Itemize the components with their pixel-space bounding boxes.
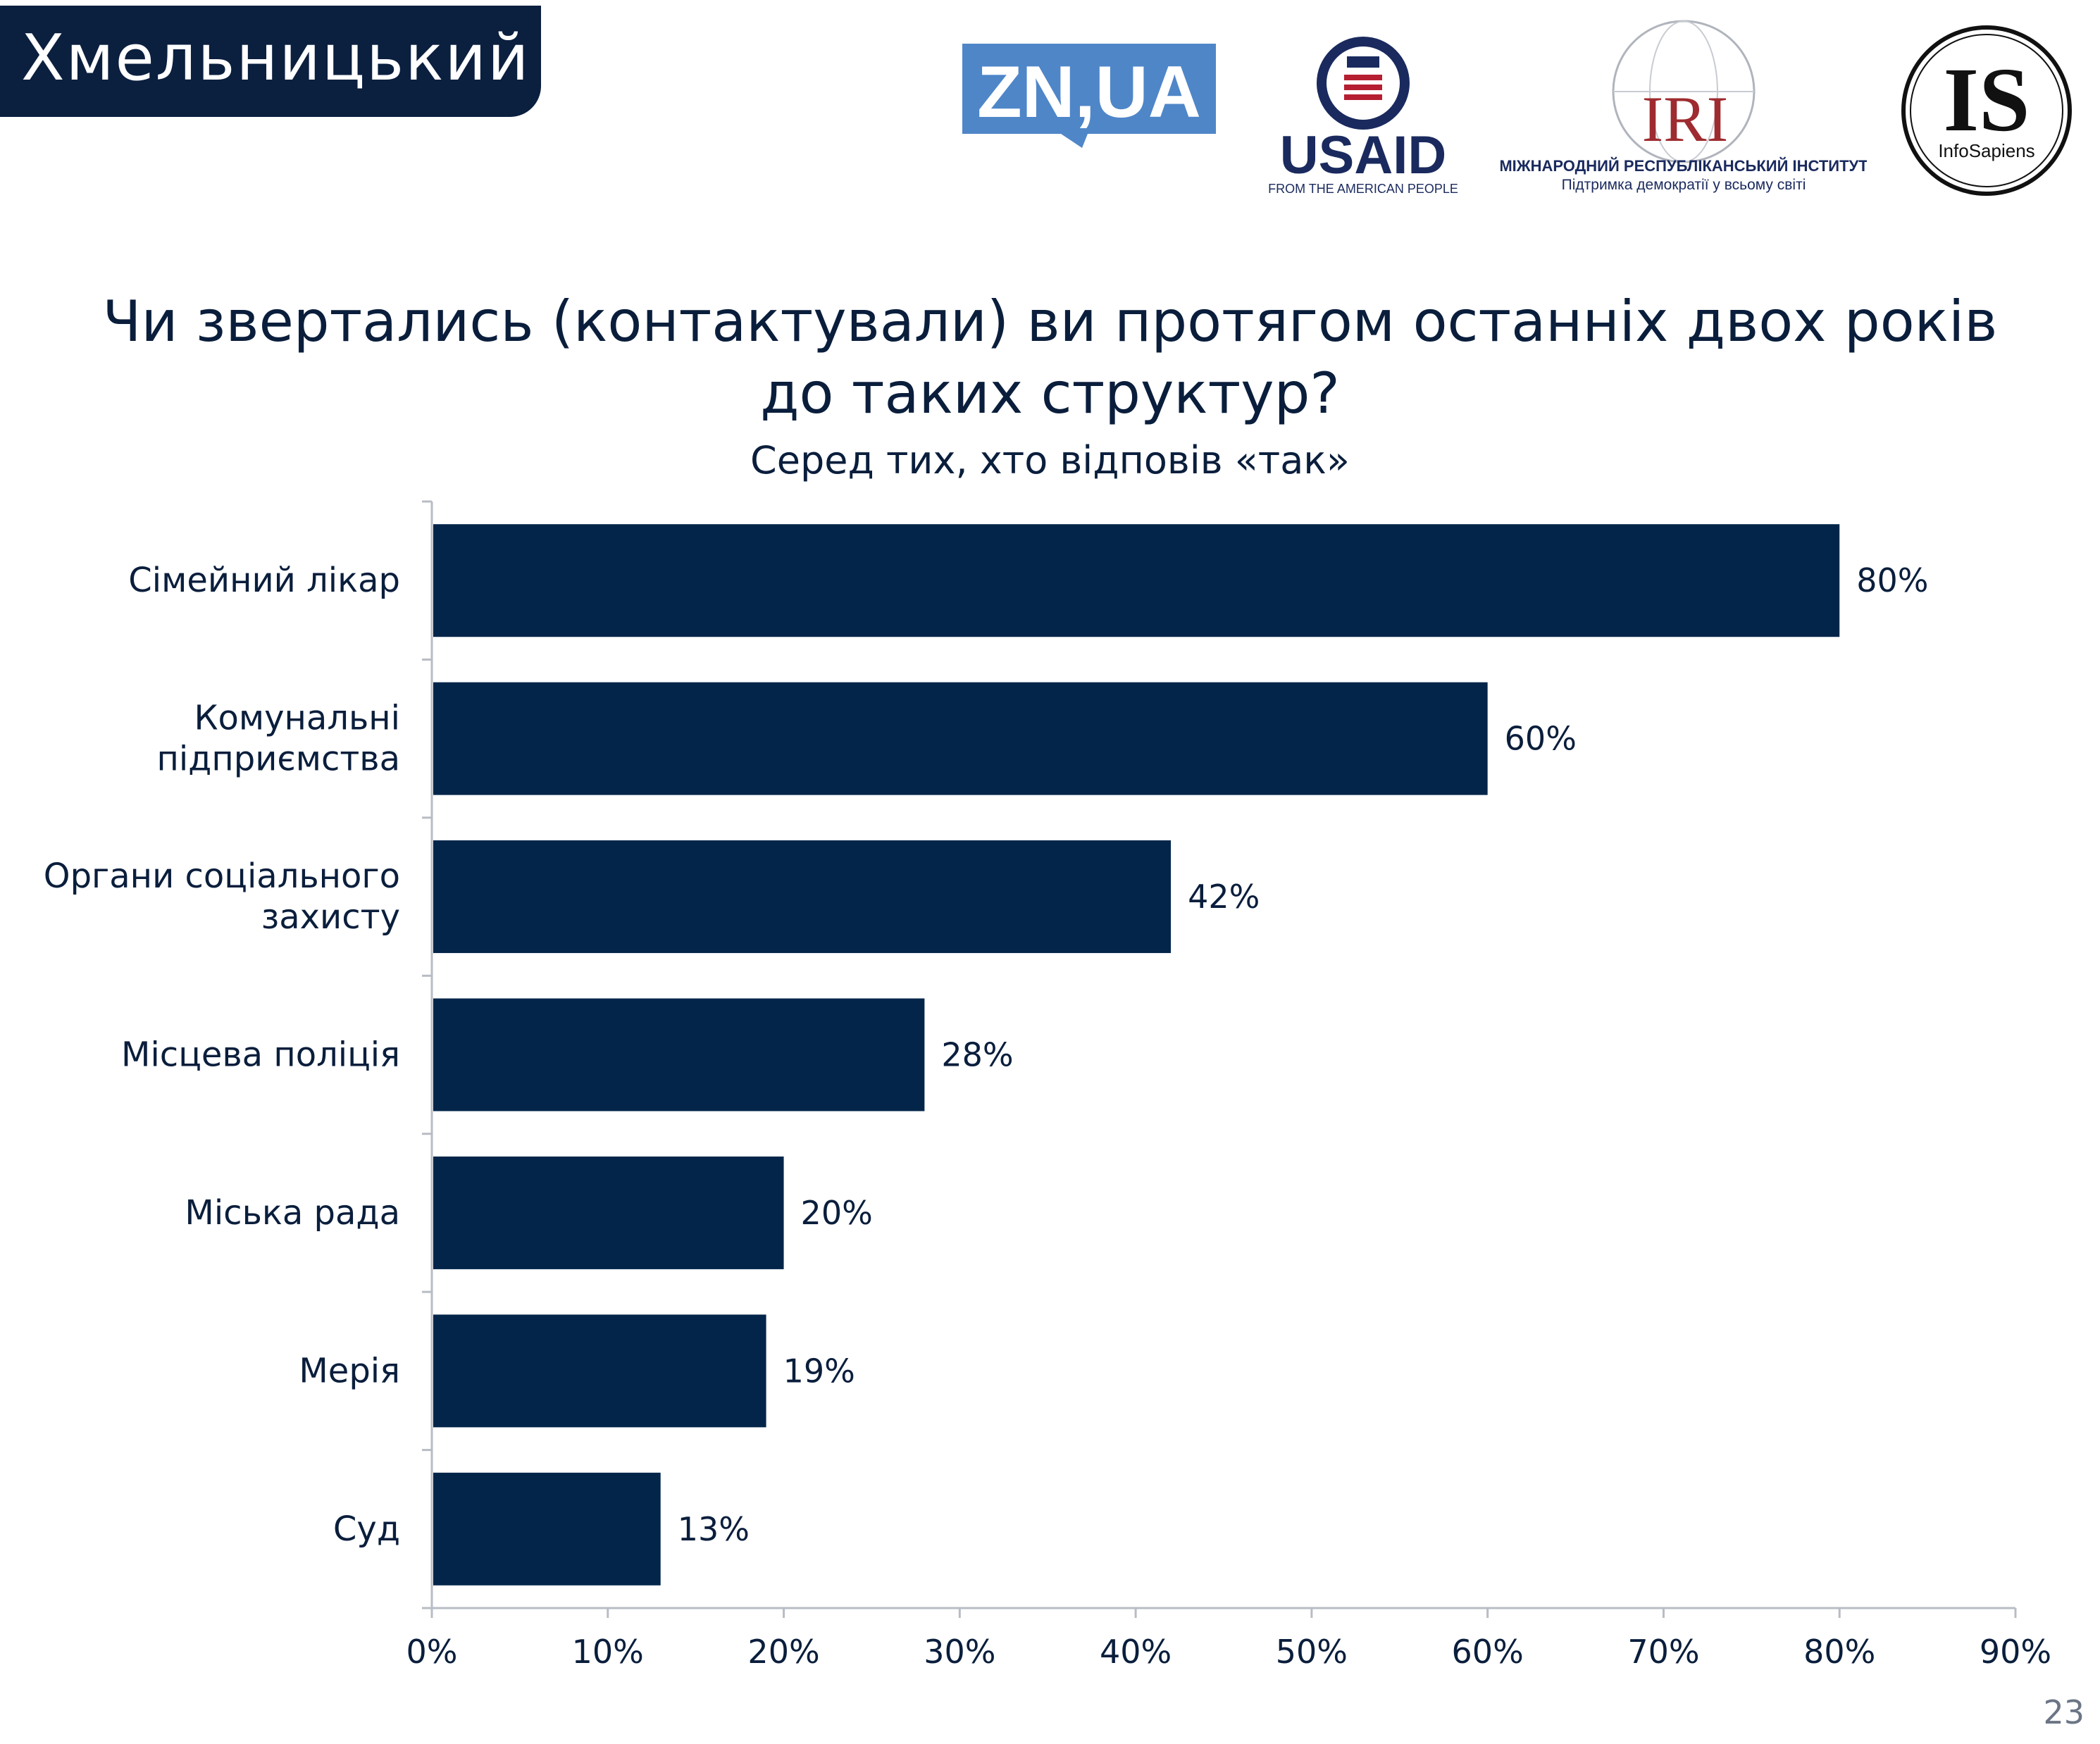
category-label: Місцева поліція (121, 1035, 400, 1075)
x-tick-label: 80% (1803, 1633, 1875, 1671)
category-label: захисту (261, 897, 400, 937)
x-tick-label: 90% (1980, 1633, 2051, 1671)
usaid-logo: USAID FROM THE AMERICAN PEOPLE (1268, 37, 1458, 196)
bar (433, 840, 1172, 954)
page-number: 23 (2043, 1693, 2085, 1731)
x-tick-label: 20% (747, 1633, 819, 1671)
x-tick-label: 70% (1627, 1633, 1699, 1671)
city-name: Хмельницький (21, 21, 530, 95)
category-label: Органи соціального (44, 857, 400, 896)
iri-line1: МІЖНАРОДНИЙ РЕСПУБЛІКАНСЬКИЙ ІНСТИТУТ (1501, 157, 1867, 175)
category-label: підприємства (156, 740, 400, 779)
usaid-name: USAID (1280, 125, 1446, 185)
x-tick-label: 30% (924, 1633, 995, 1671)
bar-chart: 0% 10% 20% 30% 40% 50% 60% 70% 80% 90% 80% Сімейний… (44, 500, 2051, 1671)
x-tick-label: 60% (1452, 1633, 1524, 1671)
chart-title-line2: до таких структур? (760, 361, 1340, 426)
category-label: Суд (333, 1509, 400, 1549)
x-tick-label: 0% (406, 1633, 458, 1671)
bar (433, 1156, 784, 1269)
bar-value-label: 20% (801, 1194, 873, 1232)
x-tick-label: 10% (572, 1633, 644, 1671)
category-label: Міська рада (185, 1193, 400, 1233)
bar-value-label: 42% (1188, 878, 1260, 916)
chart-title-line1: Чи звертались (контактували) ви протягом… (102, 289, 1998, 354)
is-mark: IS (1944, 49, 2030, 151)
x-tick-label: 40% (1100, 1633, 1172, 1671)
infosapiens-logo: IS InfoSapiens (1901, 25, 2072, 196)
bar-value-label: 13% (678, 1510, 750, 1548)
bar-value-label: 19% (783, 1352, 855, 1390)
category-label: Комунальні (194, 699, 400, 738)
iri-line2: Підтримка демократії у всьому світі (1562, 177, 1806, 193)
x-tick-label: 50% (1276, 1633, 1348, 1671)
category-label: Сімейний лікар (128, 561, 400, 600)
bar (433, 1314, 766, 1428)
zn-ua-logo: ZN,UA (962, 44, 1216, 148)
bar (433, 1472, 661, 1586)
bar-value-label: 80% (1856, 561, 1928, 599)
chart-subtitle: Серед тих, хто відповів «так» (750, 438, 1350, 482)
bar-value-label: 60% (1505, 720, 1577, 758)
bar (433, 682, 1488, 795)
is-name: InfoSapiens (1938, 140, 2034, 161)
category-label: Мерія (299, 1351, 400, 1390)
bar (433, 524, 1840, 637)
bar-value-label: 28% (941, 1036, 1013, 1074)
zn-ua-text: ZN,UA (977, 51, 1201, 133)
city-banner: Хмельницький (0, 6, 541, 117)
bar (433, 998, 925, 1111)
iri-name: IRI (1642, 83, 1729, 155)
usaid-tagline: FROM THE AMERICAN PEOPLE (1268, 182, 1458, 196)
iri-logo: IRI МІЖНАРОДНИЙ РЕСПУБЛІКАНСЬКИЙ ІНСТИТУ… (1501, 20, 1867, 193)
